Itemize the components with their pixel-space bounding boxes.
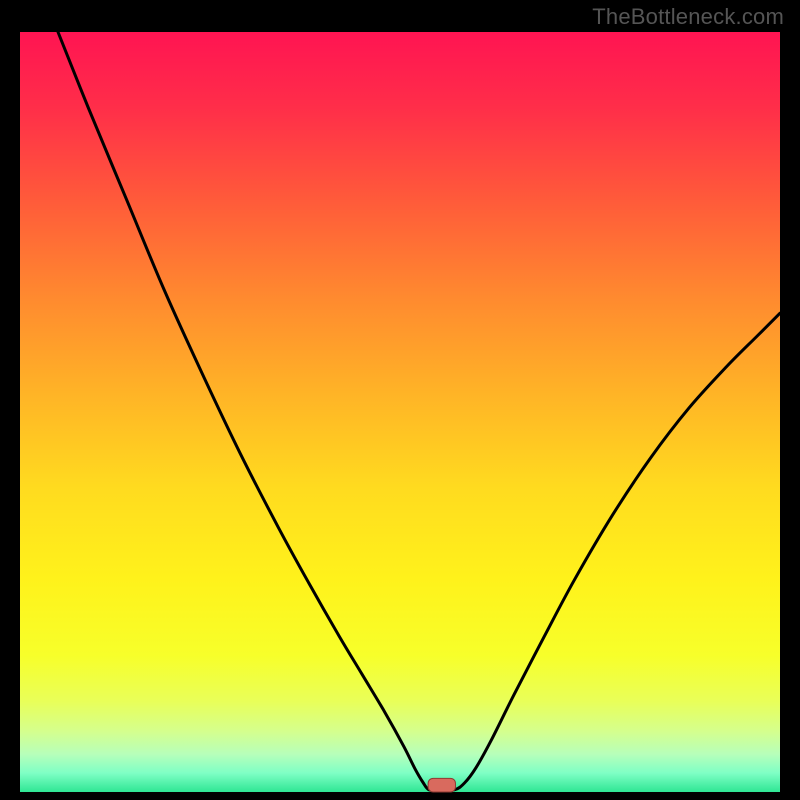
chart-container: TheBottleneck.com (0, 0, 800, 800)
bottleneck-chart (0, 0, 800, 800)
optimum-marker (428, 778, 455, 792)
watermark-text: TheBottleneck.com (592, 4, 784, 30)
plot-background (20, 32, 780, 792)
